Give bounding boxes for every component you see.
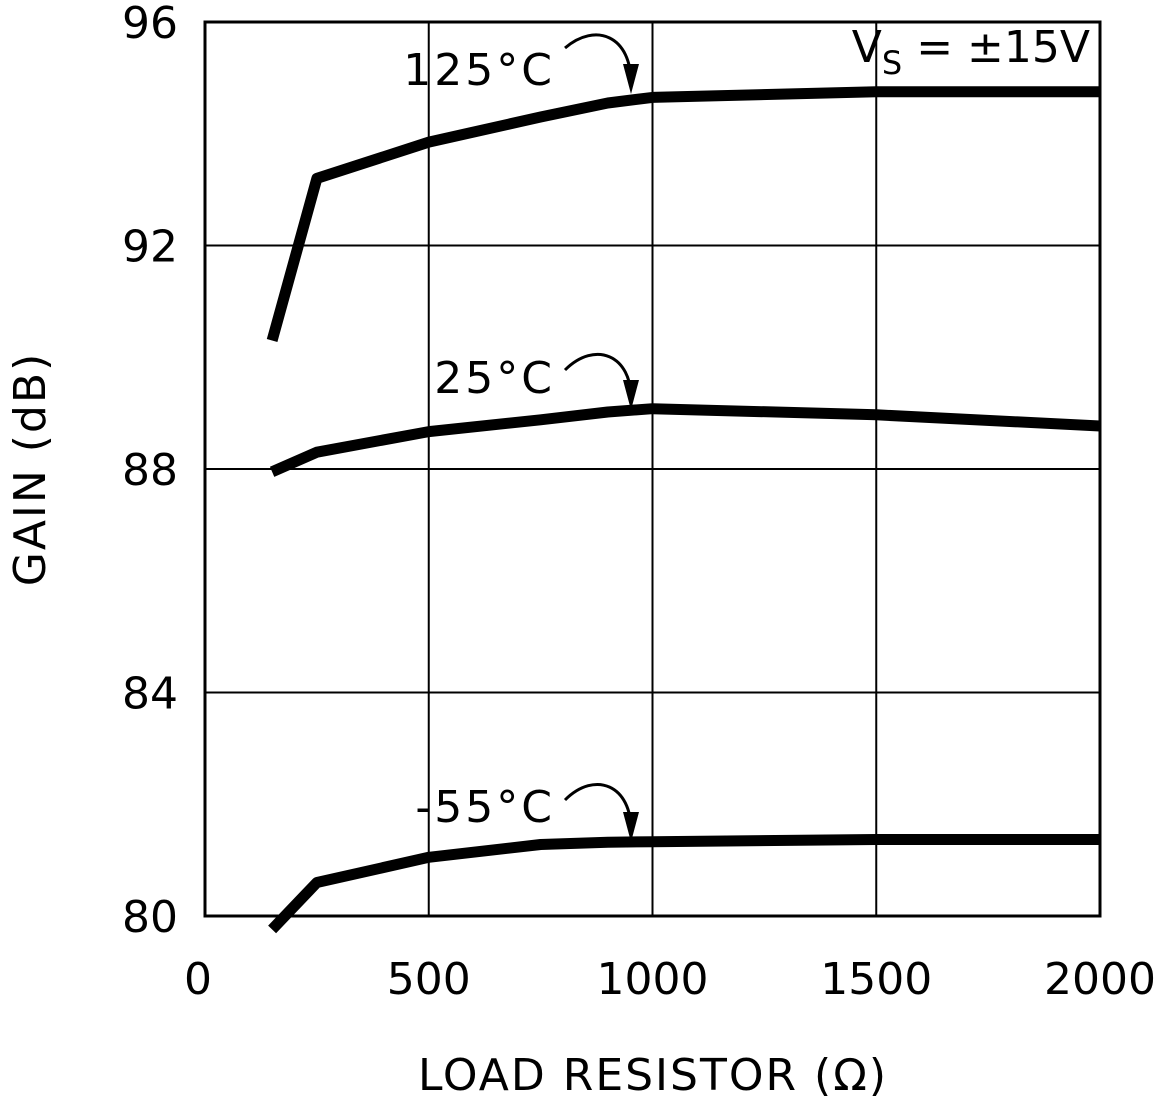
arrow bbox=[563, 783, 633, 833]
lines bbox=[266, 86, 1101, 934]
annotation-text: = ±15V bbox=[902, 22, 1090, 73]
y-tick-label: 80 bbox=[122, 892, 178, 943]
arrow bbox=[563, 352, 633, 401]
condition-annotation: VS = ±15V bbox=[852, 22, 1090, 82]
series-label: -55°C bbox=[415, 782, 555, 833]
grid bbox=[204, 21, 1101, 917]
arrow-head bbox=[623, 812, 639, 842]
arrow-head bbox=[623, 64, 639, 94]
series-line bbox=[266, 86, 1100, 342]
callout-arrows bbox=[563, 33, 633, 833]
y-tick-label: 88 bbox=[122, 445, 178, 496]
series-line bbox=[269, 403, 1101, 477]
x-tick-label: 2000 bbox=[1044, 954, 1156, 1005]
series-label: 25°C bbox=[434, 353, 555, 404]
annotation-subscript: S bbox=[882, 44, 902, 82]
arrow bbox=[564, 33, 633, 86]
x-tick-label: 1000 bbox=[597, 954, 709, 1005]
y-tick-label: 92 bbox=[122, 222, 178, 273]
series-label: 125°C bbox=[403, 45, 555, 96]
x-tick-label: 0 bbox=[184, 954, 212, 1005]
x-tick-label: 1500 bbox=[820, 954, 932, 1005]
y-tick-label: 96 bbox=[122, 0, 178, 49]
series-line bbox=[268, 834, 1100, 934]
x-axis-label: LOAD RESISTOR (Ω) bbox=[418, 1050, 888, 1101]
x-tick-label: 500 bbox=[387, 954, 471, 1005]
arrow-head bbox=[623, 380, 639, 410]
annotation-symbol: V bbox=[852, 22, 882, 73]
y-axis-label: GAIN (dB) bbox=[5, 352, 56, 587]
y-tick-label: 84 bbox=[122, 669, 178, 720]
arrow-heads bbox=[623, 64, 639, 842]
labels: 80 84 88 92 96 0 500 1000 1500 2000 125°C 25°C -55°C bbox=[122, 0, 1156, 1005]
plot-frame bbox=[203, 20, 1102, 918]
